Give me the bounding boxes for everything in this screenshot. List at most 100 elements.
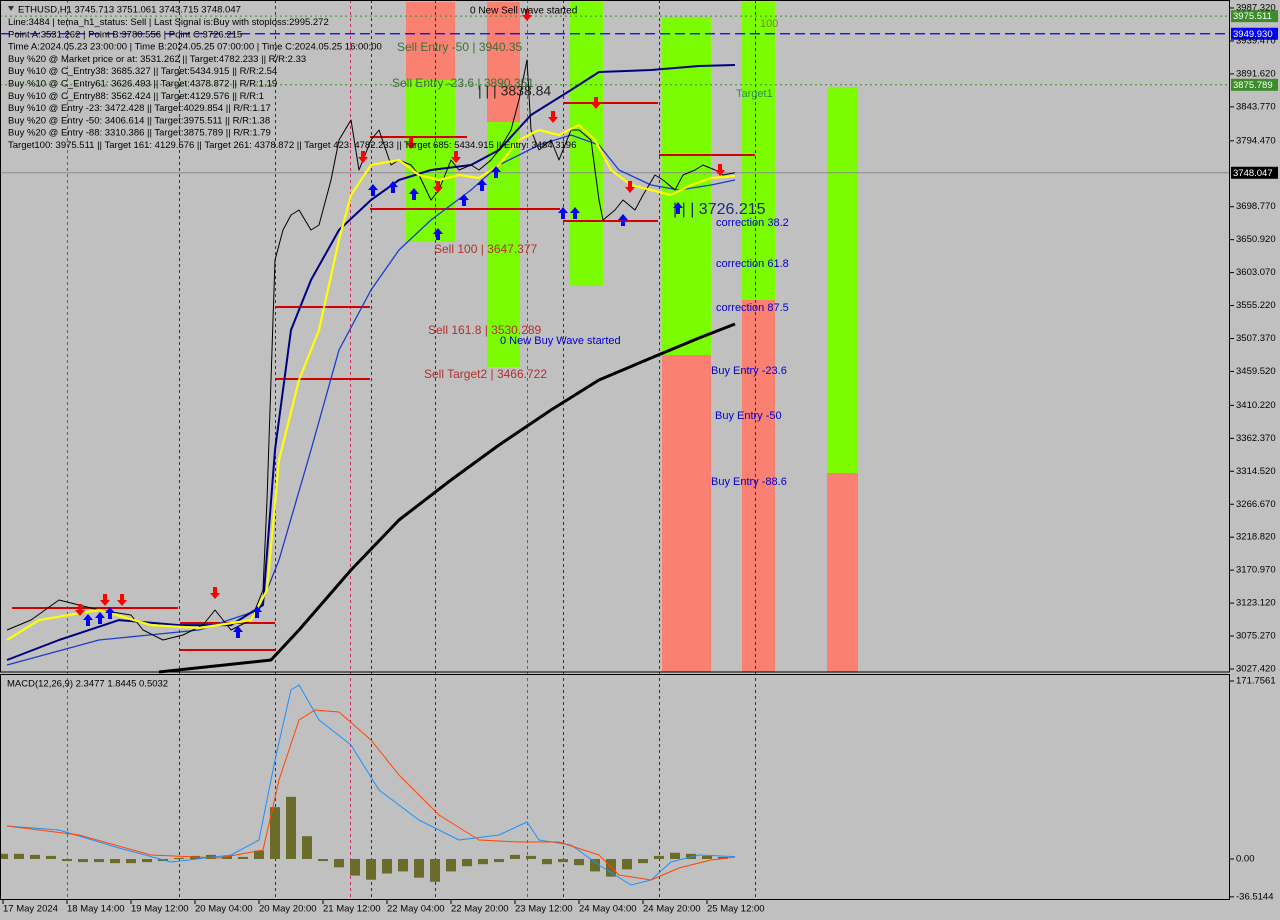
sell-arrow [522,9,532,21]
y-tick-label: 3314.520 [1236,466,1276,477]
chart-annotation: Target1 [736,88,773,100]
buy-arrow [83,614,93,626]
text-layer: 0 New Sell wave started Sell Entry -50 | … [8,6,789,638]
chart-annotation: | | | 3838.84 [478,83,551,99]
x-tick-label: 23 May 12:00 [515,904,573,915]
macd-bar [366,859,376,880]
y-tick-label: 3266.670 [1236,499,1276,510]
x-tick-label: 21 May 12:00 [323,904,381,915]
macd-bar [78,859,88,863]
axis-layer: 3975.511 3949.930 3875.789 3748.047 3987.320… [2,3,1278,915]
macd-bar [718,856,728,860]
macd-bar [654,855,664,860]
x-tick-label: 20 May 04:00 [195,904,253,915]
lines-layer [0,59,736,886]
price-level-label: 3875.789 [1233,80,1273,91]
macd-bar [126,859,136,864]
price-level-box [1231,10,1278,23]
sell-arrow [433,181,443,193]
macd-frame [0,674,1230,900]
signal-zone [827,86,858,473]
chart-annotation: Buy Entry -50 [715,410,782,422]
y-tick-label: 3410.220 [1236,400,1276,411]
macd-bar [574,859,584,866]
y-tick-label: 0.00 [1236,854,1255,865]
info-line: Point A:3531.262 | Point B:3780.556 | Po… [8,29,242,40]
chart-annotation: Sell Target2 | 3466.722 [424,367,547,381]
info-line: Buy %20 @ Entry -88: 3310.386 || Target:… [8,128,271,139]
zones-layer [406,1,858,672]
sell-arrow [625,181,635,193]
macd-bar [702,855,712,860]
macd-bar [606,859,616,877]
macd-bar [286,796,296,860]
buy-arrow [388,181,398,193]
macd-bar [334,859,344,868]
info-line: Time A:2024.05.23 23:00:00 | Time B:2024… [8,42,382,53]
macd-bar [478,859,488,865]
buy-arrow [368,184,378,196]
buy-arrow [673,202,683,214]
price-level-box [1231,27,1278,40]
y-tick-label: 3939.470 [1236,35,1276,46]
x-tick-label: 17 May 2024 [3,904,58,915]
buy-arrow [409,188,419,200]
macd-bar [302,836,312,860]
signal-zone [662,354,711,672]
macd-bar [14,853,24,860]
macd-bar [142,859,152,863]
info-line: Buy %10 @ Entry -23: 3472.428 || Target:… [8,103,271,114]
y-tick-label: 3218.820 [1236,532,1276,543]
macd-bar [430,859,440,882]
series-line [6,709,736,881]
chart-annotation: correction 87.5 [716,302,789,314]
macd-bar [222,855,232,860]
info-line: Buy %10 @ C_Entry38: 3685.327 || Target:… [8,66,277,77]
buy-arrow [618,214,628,226]
macd-bar [686,853,696,860]
sell-arrow [451,151,461,163]
macd-bar [462,859,472,867]
signal-zone [742,1,775,300]
signal-zone [487,1,520,123]
macd-bar [350,859,360,876]
y-tick-label: 3698.770 [1236,201,1276,212]
macd-bar [622,859,632,870]
price-level-label: 3748.047 [1233,168,1273,179]
sell-arrow [100,594,110,606]
y-tick-label: 3075.270 [1236,631,1276,642]
signal-zone [406,79,455,242]
macd-bar [494,859,504,863]
x-tick-label: 18 May 14:00 [67,904,125,915]
macd-bar [238,856,248,860]
macd-bar [382,859,392,874]
signal-zone [406,1,455,80]
sell-arrow [591,97,601,109]
buy-arrow [105,607,115,619]
series-line [6,684,736,886]
x-tick-label: 19 May 12:00 [131,904,189,915]
macd-bar [46,855,56,860]
chart-annotation: Sell Entry -50 | 3940.35 [397,40,523,54]
x-tick-label: 24 May 20:00 [643,904,701,915]
y-tick-label: 3362.370 [1236,433,1276,444]
chart-annotation: | | | 3726.215 [673,201,766,218]
buy-arrow [491,166,501,178]
y-tick-label: 3555.220 [1236,300,1276,311]
macd-bar [190,855,200,860]
x-tick-label: 22 May 04:00 [387,904,445,915]
buy-arrow [252,606,262,618]
sell-arrow [406,137,416,149]
chart-annotation: 100 [760,18,778,30]
signal-zone [742,299,775,672]
sell-arrow [358,151,368,163]
sell-arrow [548,111,558,123]
buy-arrow [433,228,443,240]
buy-arrow [233,626,243,638]
info-line: Buy %10 @ C_Entry61: 3626.493 || Target:… [8,79,277,90]
y-tick-label: 3891.620 [1236,68,1276,79]
y-tick-label: 171.7561 [1236,676,1276,687]
buy-arrow [477,179,487,191]
y-tick-label: 3027.420 [1236,664,1276,675]
macd-bar [446,859,456,872]
